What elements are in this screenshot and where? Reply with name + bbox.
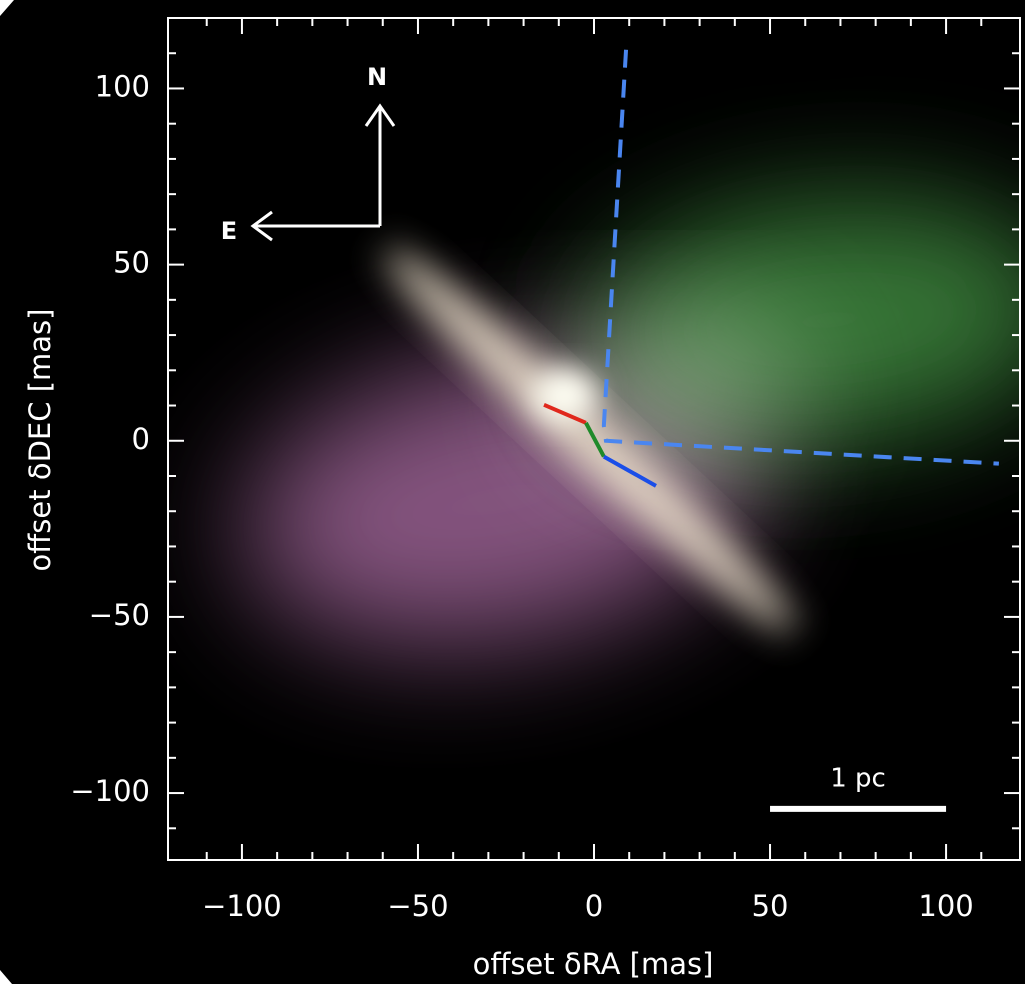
y-tick-label: −100 [70,774,150,808]
line [601,49,999,466]
disk [384,248,796,632]
line [543,402,587,425]
x-tick-label: 50 [752,889,789,923]
y-axis-label: offset δDEC [mas] [23,309,57,572]
compass-arrows [250,103,396,242]
y-tick-label: 0 [132,422,150,456]
x-tick-label: 100 [918,889,973,923]
y-tick-label: 50 [113,246,150,280]
y-tick-label: 100 [95,69,150,103]
x-tick-label: −100 [202,889,282,923]
x-tick-label: 0 [585,889,603,923]
north-label: N [367,63,387,91]
line [584,421,606,458]
east-label: E [221,217,237,245]
line [602,454,657,488]
y-tick-label: −50 [89,598,150,632]
compass [250,103,396,242]
x-axis-label: offset δRA [mas] [473,947,714,981]
x-tick-label: −50 [387,889,448,923]
scale-bar-label: 1 pc [830,763,886,793]
image [242,198,1020,646]
